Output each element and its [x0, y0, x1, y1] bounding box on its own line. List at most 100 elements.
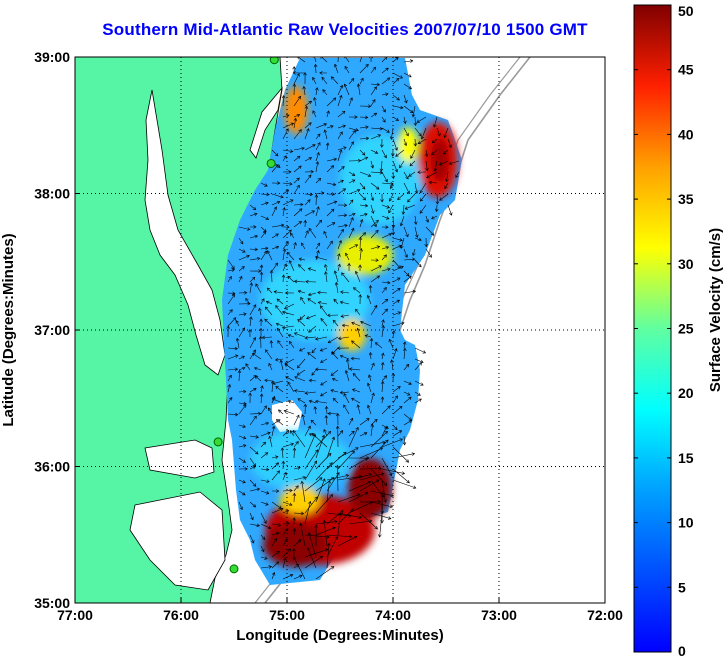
velocity-arrowhead [234, 412, 239, 417]
velocity-arrow [334, 270, 339, 283]
radar-site-marker [229, 564, 239, 574]
velocity-arrowhead [366, 456, 370, 460]
velocity-arrowhead [316, 206, 320, 210]
velocity-arrow [275, 358, 284, 361]
velocity-arrow [308, 228, 317, 239]
velocity-arrow [370, 86, 377, 96]
velocity-arrow [359, 182, 366, 190]
velocity-arrow [381, 479, 386, 503]
velocity-arrow [311, 347, 317, 354]
velocity-arrowhead [235, 337, 240, 342]
velocity-arrowhead [342, 188, 347, 192]
velocity-arrow [381, 426, 388, 437]
velocity-arrow [282, 311, 295, 316]
velocity-arrow [331, 351, 339, 360]
velocity-arrowhead [317, 177, 322, 182]
velocity-arrowhead [383, 499, 387, 503]
velocity-arrowhead [285, 429, 290, 434]
velocity-arrow [264, 379, 273, 382]
velocity-arrowhead [255, 435, 259, 439]
velocity-arrowhead [383, 375, 388, 379]
velocity-arrow [287, 275, 295, 283]
velocity-arrowhead [356, 404, 361, 408]
colorbar-tick-label: 10 [678, 515, 694, 531]
velocity-arrow [292, 430, 306, 448]
velocity-arrow [370, 149, 378, 154]
velocity-arrow [414, 398, 422, 404]
velocity-arrowhead [242, 459, 246, 463]
velocity-arrowhead [350, 217, 354, 221]
velocity-arrowhead [351, 227, 355, 232]
velocity-arrow [348, 474, 372, 481]
velocity-arrow [414, 380, 424, 386]
velocity-arrowhead [354, 270, 359, 275]
velocity-arrowhead [313, 63, 318, 68]
velocity-arrowhead [315, 87, 319, 91]
velocity-arrowhead [368, 519, 373, 523]
velocity-arrowhead [385, 225, 389, 229]
velocity-arrowhead [293, 556, 297, 561]
velocity-arrowhead [288, 170, 292, 174]
velocity-arrowhead [340, 314, 344, 318]
velocity-arrow [399, 160, 405, 168]
velocity-arrowhead [308, 500, 312, 505]
velocity-arrowhead [408, 275, 412, 280]
velocity-arrowhead [395, 117, 399, 121]
velocity-arrowhead [361, 186, 366, 190]
velocity-arrowhead [424, 243, 429, 248]
velocity-arrowhead [390, 359, 394, 363]
velocity-arrow [277, 340, 284, 349]
velocity-arrowhead [380, 396, 385, 400]
velocity-arrow [370, 468, 388, 486]
velocity-arrowhead [323, 123, 328, 127]
velocity-arrowhead [252, 349, 256, 353]
velocity-arrowhead [416, 119, 420, 123]
velocity-arrow [359, 156, 368, 162]
velocity-arrow [359, 204, 368, 207]
velocity-arrow [289, 341, 295, 349]
velocity-arrow [381, 299, 388, 305]
velocity-arrowhead [412, 252, 416, 257]
velocity-arrow [294, 332, 306, 338]
velocity-arrowhead [399, 75, 403, 79]
velocity-arrow [351, 398, 361, 404]
velocity-arrow [337, 513, 341, 536]
velocity-arrowhead [400, 265, 404, 270]
velocity-arrow [370, 512, 391, 519]
velocity-arrowhead [234, 346, 239, 351]
velocity-arrow [337, 111, 346, 118]
velocity-arrowhead [336, 472, 340, 476]
patch-yellow-mid [338, 319, 366, 351]
velocity-arrow [271, 426, 275, 437]
velocity-arrowhead [418, 398, 422, 402]
velocity-arrowhead [377, 134, 382, 138]
velocity-arrowhead [276, 298, 281, 302]
x-tick-label: 76:00 [163, 607, 199, 623]
velocity-arrowhead [275, 455, 279, 459]
velocity-arrow [315, 194, 317, 206]
velocity-arrow [359, 512, 378, 530]
velocity-arrowhead [359, 218, 364, 223]
velocity-arrow [326, 534, 352, 538]
velocity-arrowhead [332, 397, 337, 402]
velocity-arrowhead [308, 399, 313, 404]
velocity-arrow [447, 138, 452, 148]
velocity-arrow [352, 373, 361, 382]
velocity-arrowhead [411, 257, 416, 262]
velocity-arrow [408, 171, 416, 177]
velocity-arrowhead [409, 59, 414, 63]
velocity-arrow [252, 353, 262, 360]
velocity-arrow [307, 352, 317, 360]
velocity-arrow [315, 400, 328, 404]
velocity-arrow [293, 129, 302, 140]
velocity-arrowhead [364, 156, 369, 160]
velocity-arrow [414, 358, 424, 363]
velocity-arrow [304, 210, 315, 217]
velocity-arrowhead [374, 342, 379, 346]
velocity-arrow [282, 522, 290, 525]
velocity-arrow [315, 206, 319, 217]
velocity-arrowhead [289, 488, 293, 493]
velocity-arrow [420, 193, 427, 202]
velocity-arrowhead [311, 372, 315, 376]
velocity-arrow [392, 468, 410, 484]
